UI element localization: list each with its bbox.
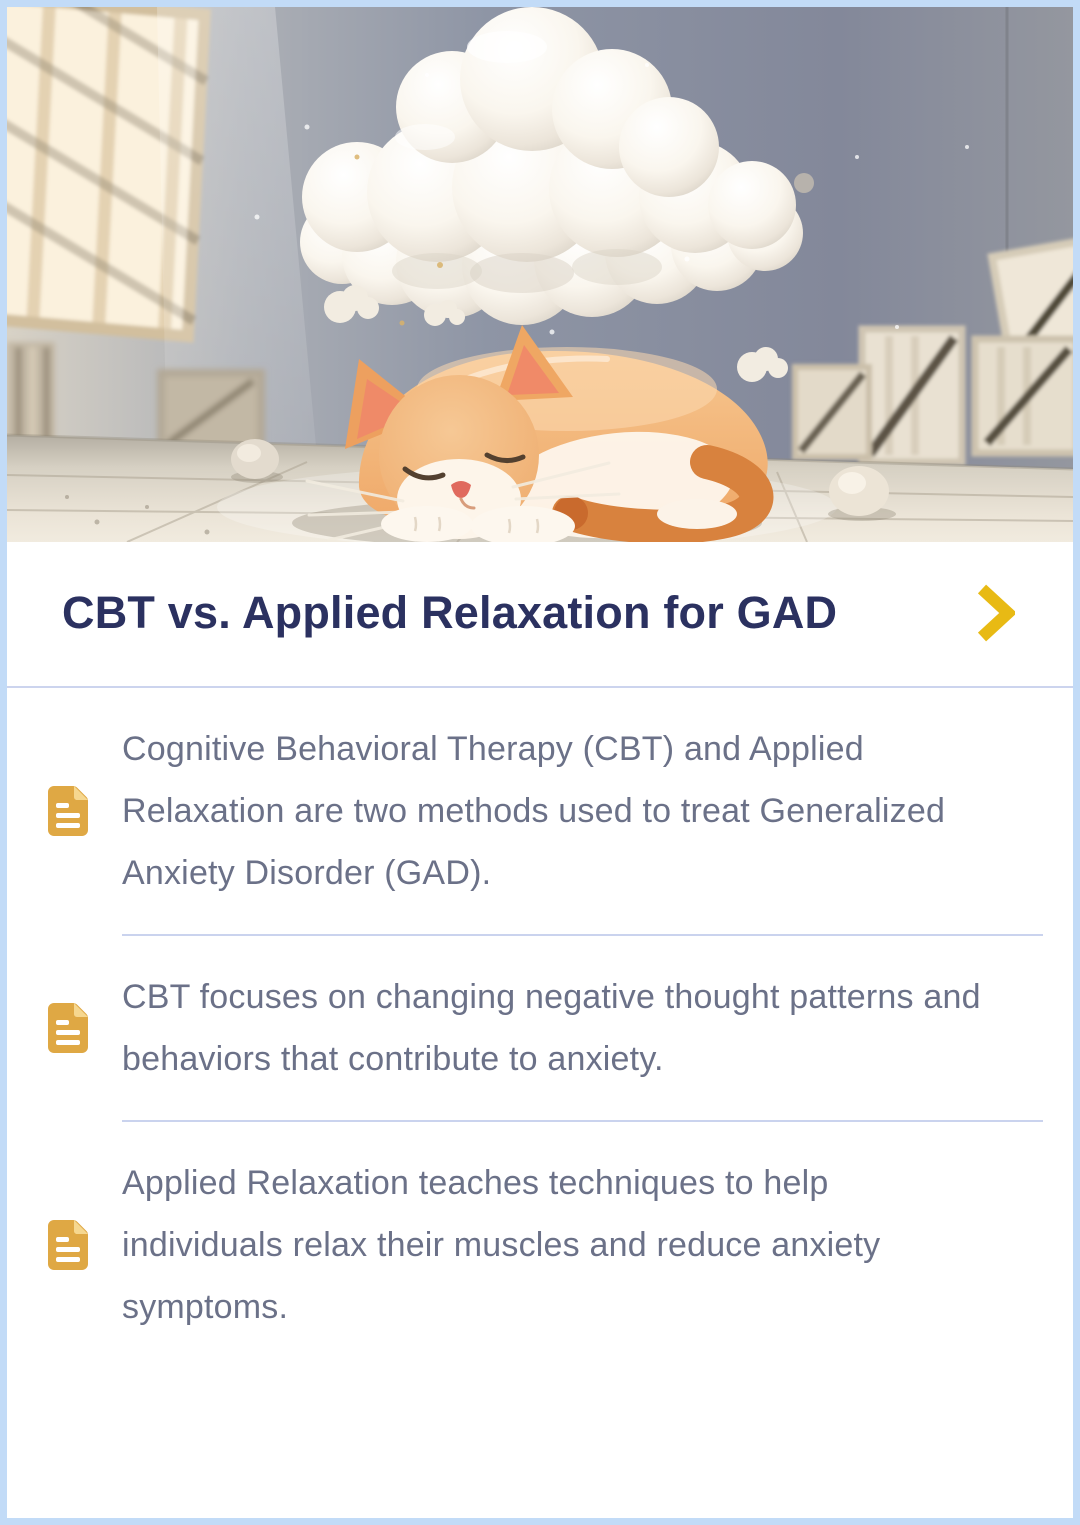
bullet-item: Cognitive Behavioral Therapy (CBT) and A… (7, 688, 1073, 934)
bullet-divider (122, 1120, 1043, 1122)
header-divider (7, 686, 1073, 688)
hero-image (7, 7, 1073, 542)
bullet-list: Cognitive Behavioral Therapy (CBT) and A… (7, 688, 1073, 1518)
chevron-right-glyph (977, 584, 1015, 642)
document-icon (47, 1002, 89, 1054)
hero-illustration (7, 7, 1073, 542)
bullet-item: CBT focuses on changing negative thought… (7, 936, 1073, 1120)
sleeping-kitten (292, 325, 774, 542)
card-header[interactable]: CBT vs. Applied Relaxation for GAD (7, 542, 1073, 686)
bullet-item: Applied Relaxation teaches techniques to… (7, 1122, 1073, 1368)
document-icon (47, 785, 89, 837)
bullet-text: CBT focuses on changing negative thought… (122, 978, 981, 1078)
bullet-divider (122, 934, 1043, 936)
bullet-text: Cognitive Behavioral Therapy (CBT) and A… (122, 730, 946, 892)
chevron-right-icon[interactable] (975, 584, 1015, 642)
bullet-text: Applied Relaxation teaches techniques to… (122, 1164, 881, 1326)
document-icon (47, 1219, 89, 1271)
card-title: CBT vs. Applied Relaxation for GAD (62, 587, 838, 638)
